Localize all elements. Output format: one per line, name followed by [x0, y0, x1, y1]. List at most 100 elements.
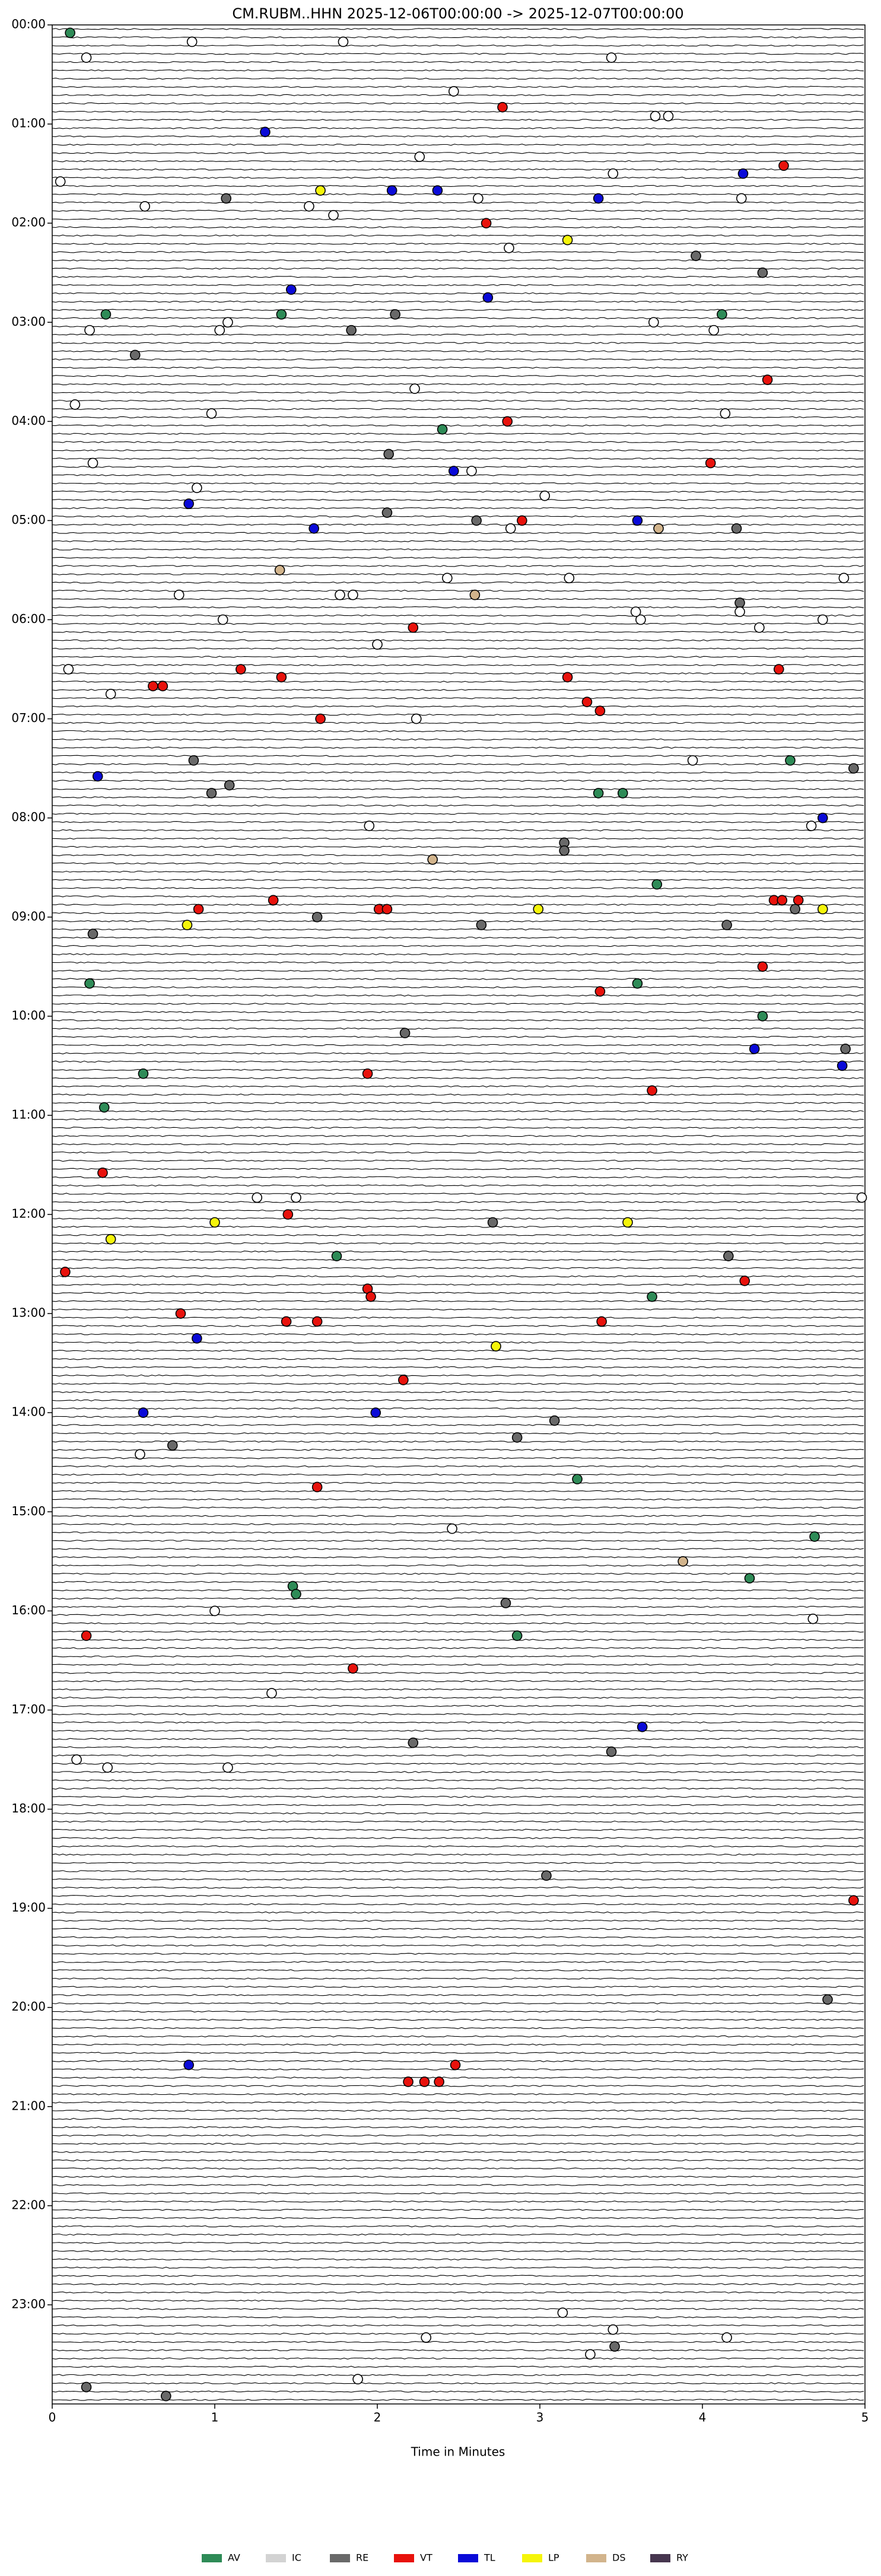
- event-marker: [139, 201, 150, 212]
- event-marker: [276, 309, 287, 320]
- trace: [52, 887, 864, 889]
- trace: [52, 1704, 864, 1707]
- event-marker: [372, 639, 383, 650]
- trace: [52, 1399, 864, 1401]
- trace: [52, 28, 864, 30]
- event-marker: [737, 168, 749, 179]
- trace: [52, 755, 864, 757]
- trace: [52, 1812, 864, 1815]
- event-marker: [663, 110, 674, 122]
- event-marker: [487, 1217, 498, 1228]
- event-marker: [744, 1573, 755, 1583]
- event-marker: [500, 1598, 511, 1608]
- trace: [52, 1234, 864, 1236]
- trace: [52, 969, 864, 972]
- y-tick-label: 07:00: [11, 711, 46, 725]
- trace: [52, 102, 864, 104]
- trace: [52, 127, 864, 129]
- event-marker: [188, 755, 199, 766]
- trace: [52, 1498, 864, 1501]
- y-tick-label: 10:00: [11, 1008, 46, 1022]
- trace: [52, 259, 864, 262]
- trace: [52, 2266, 864, 2269]
- event-marker: [594, 986, 606, 997]
- event-marker: [790, 904, 800, 915]
- trace: [52, 714, 864, 716]
- event-marker: [260, 126, 271, 138]
- trace: [52, 746, 864, 749]
- trace: [52, 1068, 864, 1071]
- event-marker: [785, 755, 796, 766]
- y-tick-label: 06:00: [11, 612, 46, 626]
- event-marker: [817, 904, 828, 915]
- legend-label: VT: [420, 2552, 432, 2564]
- trace: [52, 614, 864, 617]
- trace: [52, 234, 864, 237]
- trace: [52, 1994, 864, 1996]
- y-tick-label: 19:00: [11, 1900, 46, 1914]
- trace: [52, 2233, 864, 2236]
- event-marker: [773, 664, 784, 675]
- trace: [52, 350, 864, 352]
- event-marker: [167, 1440, 178, 1451]
- event-marker: [381, 904, 393, 915]
- trace: [52, 721, 864, 724]
- legend-label: AV: [228, 2552, 240, 2564]
- trace: [52, 1523, 864, 1525]
- trace: [52, 1382, 864, 1385]
- trace: [52, 2035, 864, 2038]
- trace: [52, 160, 864, 163]
- trace: [52, 399, 864, 402]
- trace: [52, 631, 864, 634]
- event-marker: [217, 614, 228, 625]
- event-marker: [635, 614, 646, 625]
- trace: [52, 1325, 864, 1327]
- trace: [52, 1052, 864, 1055]
- event-marker: [408, 622, 419, 633]
- event-marker: [398, 1375, 409, 1385]
- legend-label: TL: [484, 2552, 495, 2564]
- event-marker: [806, 820, 817, 831]
- legend-swatch: [330, 2554, 350, 2562]
- trace: [52, 268, 864, 270]
- y-tick-label: 02:00: [11, 215, 46, 230]
- trace: [52, 2382, 864, 2384]
- trace: [52, 1729, 864, 1732]
- y-tick-label: 05:00: [11, 513, 46, 527]
- trace: [52, 2316, 864, 2319]
- trace: [52, 1275, 864, 1278]
- event-marker: [809, 1531, 820, 1542]
- trace: [52, 1366, 864, 1369]
- event-marker: [276, 672, 287, 683]
- event-marker: [749, 1044, 760, 1054]
- event-marker: [757, 961, 768, 972]
- event-marker: [793, 895, 804, 906]
- event-marker: [541, 1870, 552, 1881]
- event-marker: [838, 573, 850, 584]
- trace: [52, 1952, 864, 1955]
- trace: [52, 1688, 864, 1691]
- trace: [52, 2357, 864, 2360]
- event-marker: [705, 457, 716, 469]
- trace: [52, 1093, 864, 1096]
- trace: [52, 416, 864, 419]
- y-tick-label: 16:00: [11, 1603, 46, 1617]
- trace: [52, 457, 864, 460]
- trace: [52, 144, 864, 146]
- trace: [52, 1837, 864, 1839]
- trace: [52, 2340, 864, 2343]
- event-marker: [209, 1605, 220, 1617]
- trace: [52, 1795, 864, 1798]
- trace: [52, 358, 864, 361]
- trace: [52, 1597, 864, 1600]
- event-marker: [81, 52, 92, 63]
- event-marker: [848, 1895, 859, 1906]
- y-tick-label: 13:00: [11, 1306, 46, 1320]
- trace: [52, 2225, 864, 2228]
- event-marker: [281, 1316, 292, 1327]
- event-marker: [734, 606, 745, 617]
- trace: [52, 1283, 864, 1286]
- event-marker: [757, 267, 768, 278]
- trace: [52, 193, 864, 196]
- trace: [52, 2390, 864, 2393]
